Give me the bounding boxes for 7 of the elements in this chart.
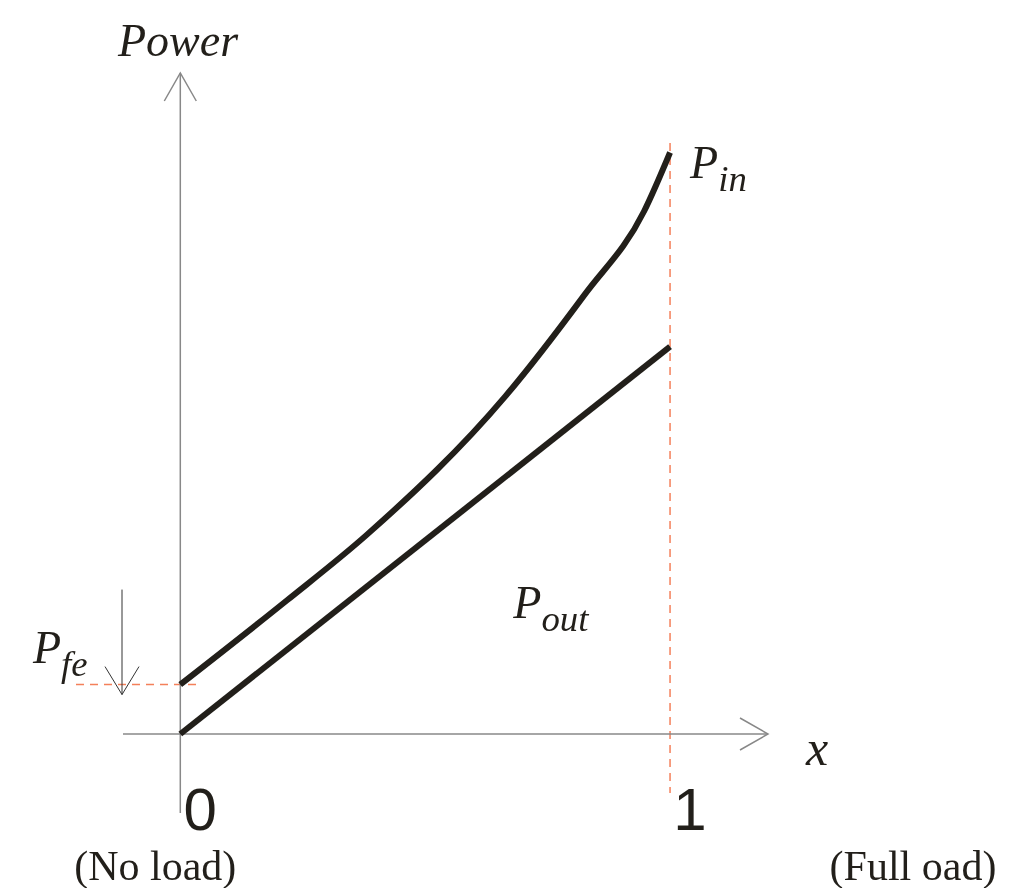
y-axis-title: Power	[117, 15, 240, 66]
x-axis-title: x	[805, 720, 829, 776]
x-tick-label: 0	[183, 776, 217, 843]
series-label: P$_{out}$	[512, 576, 590, 639]
ref-line-label: P$_{fe}$	[32, 621, 88, 684]
series-label: P$_{in}$	[689, 136, 747, 199]
x-tick-label: 1	[673, 776, 707, 843]
